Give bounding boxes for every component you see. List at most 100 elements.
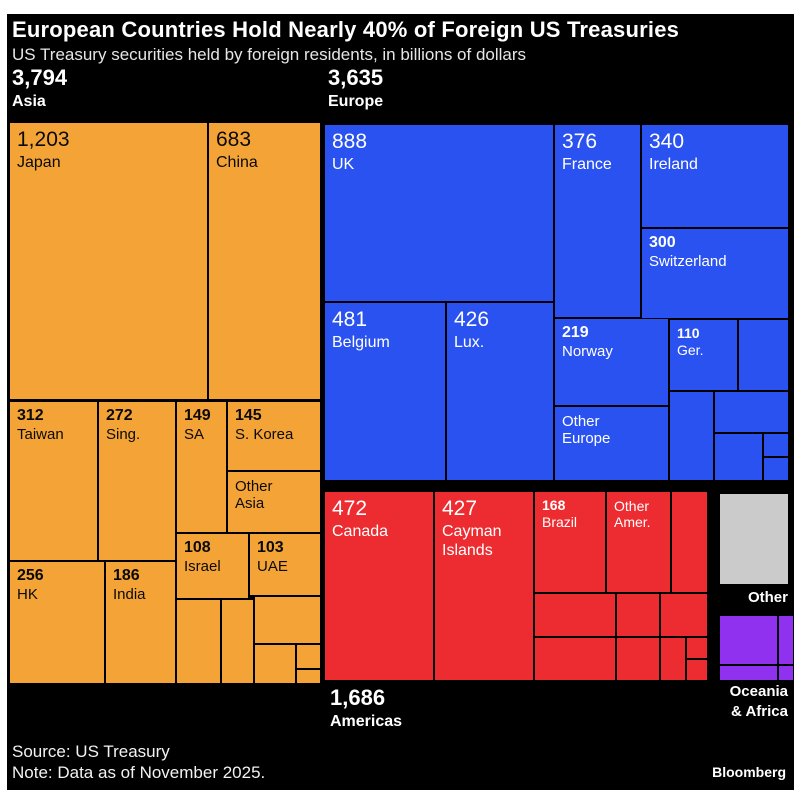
tile-europe-filler[interactable] — [715, 392, 788, 432]
tile-label: Taiwan — [17, 426, 64, 444]
tile-value: 103 — [257, 539, 284, 556]
tile-label: Norway — [562, 343, 613, 361]
tile-label: SA — [184, 426, 205, 444]
tile-americas-filler[interactable] — [687, 638, 707, 658]
tile-label: Switzerland — [649, 253, 727, 271]
tile-europe-filler[interactable] — [739, 320, 788, 390]
tile-oceania-filler[interactable] — [720, 616, 777, 664]
source-text: Source: US Treasury — [12, 742, 170, 761]
tile-asia-filler[interactable] — [297, 670, 320, 683]
bloomberg-logo: Bloomberg — [712, 764, 786, 780]
tile-europe-other-europe[interactable]: Other Europe — [555, 407, 668, 480]
tile-europe-switzerland[interactable]: 300 Switzerland — [642, 229, 788, 318]
note-text: Note: Data as of November 2025. — [12, 763, 266, 782]
tile-value: 376 — [562, 130, 598, 153]
tile-europe-filler[interactable] — [764, 434, 788, 456]
tile-asia-filler[interactable] — [255, 597, 320, 643]
tile-label: Other Europe — [562, 413, 611, 448]
tile-asia-filler[interactable] — [255, 645, 295, 683]
tile-asia-hk[interactable]: 256 HK — [10, 562, 104, 683]
tile-label: UK — [332, 156, 355, 174]
tile-americas-filler[interactable] — [617, 594, 659, 636]
tile-americas-canada[interactable]: 472 Canada — [325, 492, 433, 680]
tile-asia-sing[interactable]: 272 Sing. — [99, 402, 175, 560]
tile-americas-brazil[interactable]: 168 Brazil — [535, 492, 605, 592]
oceania-africa-group-label: Oceania & Africa — [729, 683, 788, 720]
tile-oceania-filler[interactable] — [779, 616, 793, 664]
tile-label: Other Amer. — [614, 498, 651, 531]
tile-europe-norway[interactable]: 219 Norway — [555, 319, 668, 405]
americas-name: Americas — [330, 713, 403, 731]
tile-europe-ireland[interactable]: 340 Ireland — [642, 125, 788, 227]
tile-other-filler[interactable] — [720, 494, 788, 584]
tile-label: Ireland — [649, 156, 698, 174]
tile-americas-filler[interactable] — [661, 594, 707, 636]
tile-asia-india[interactable]: 186 India — [106, 562, 175, 683]
chart-subtitle: US Treasury securities held by foreign r… — [12, 45, 527, 64]
tile-value: 186 — [113, 567, 140, 584]
tile-europe-filler[interactable] — [764, 458, 788, 480]
tile-value: 481 — [332, 308, 368, 331]
tile-label: Other Asia — [235, 478, 273, 513]
tile-americas-filler[interactable] — [672, 492, 707, 592]
tile-americas-filler[interactable] — [661, 638, 685, 680]
tile-value: 168 — [542, 497, 566, 513]
tile-value: 683 — [216, 128, 252, 151]
americas-group-label: 1,686 Americas — [330, 686, 402, 731]
tile-value: 1,203 — [17, 128, 70, 151]
tile-asia-other-asia[interactable]: Other Asia — [228, 472, 320, 532]
tile-americas-filler[interactable] — [617, 638, 659, 680]
tile-americas-filler[interactable] — [535, 638, 615, 680]
tile-label: France — [562, 156, 612, 174]
europe-total: 3,635 — [328, 65, 384, 90]
tile-asia-china[interactable]: 683 China — [209, 123, 320, 399]
tile-value: 108 — [184, 539, 211, 556]
tile-americas-filler[interactable] — [535, 594, 615, 636]
tile-label: Belgium — [332, 334, 390, 352]
tile-label: Cayman Islands — [442, 523, 502, 559]
tile-europe-uk[interactable]: 888 UK — [325, 125, 553, 301]
tile-europe-filler[interactable] — [670, 392, 713, 480]
tile-asia-filler[interactable] — [222, 600, 253, 683]
chart-title: European Countries Hold Nearly 40% of Fo… — [12, 17, 680, 42]
tile-asia-israel[interactable]: 108 Israel — [177, 534, 248, 598]
tile-americas-other-amer[interactable]: Other Amer. — [607, 492, 670, 592]
tile-value: 340 — [649, 130, 685, 153]
tile-americas-cayman-islands[interactable]: 427 Cayman Islands — [435, 492, 533, 680]
tile-label: HK — [17, 586, 38, 604]
tile-asia-sa[interactable]: 149 SA — [177, 402, 226, 532]
tile-europe-filler[interactable] — [715, 434, 762, 480]
tile-americas-filler[interactable] — [687, 660, 707, 680]
tile-label: Brazil — [542, 514, 578, 531]
tile-value: 219 — [562, 324, 589, 341]
asia-total: 3,794 — [12, 65, 68, 90]
tile-asia-uae[interactable]: 103 UAE — [250, 534, 320, 595]
tile-europe-france[interactable]: 376 France — [555, 125, 640, 317]
tile-label: Japan — [17, 154, 61, 172]
asia-name: Asia — [12, 93, 46, 111]
tile-asia-japan[interactable]: 1,203 Japan — [10, 123, 207, 399]
tile-value: 312 — [17, 407, 44, 424]
tile-label: Lux. — [454, 334, 485, 352]
tile-value: 149 — [184, 407, 211, 424]
tile-label: S. Korea — [235, 426, 294, 444]
tile-asia-taiwan[interactable]: 312 Taiwan — [10, 402, 97, 560]
tile-value: 300 — [649, 234, 676, 251]
other-group-label: Other — [747, 589, 788, 606]
tile-label: UAE — [257, 558, 288, 576]
tile-label: Canada — [332, 523, 389, 541]
tile-europe-ger[interactable]: 110 Ger. — [670, 320, 737, 390]
tile-label: China — [216, 154, 258, 172]
tile-asia-filler[interactable] — [177, 600, 220, 683]
tile-oceania-filler[interactable] — [720, 666, 777, 680]
tile-oceania-filler[interactable] — [779, 666, 793, 680]
tile-value: 145 — [235, 407, 262, 424]
americas-total: 1,686 — [330, 685, 386, 710]
tile-europe-belgium[interactable]: 481 Belgium — [325, 303, 445, 480]
tile-europe-lux[interactable]: 426 Lux. — [447, 303, 553, 480]
tile-asia-s-korea[interactable]: 145 S. Korea — [228, 402, 320, 470]
tile-asia-filler[interactable] — [297, 645, 320, 668]
europe-name: Europe — [328, 93, 384, 111]
europe-group-label: 3,635 Europe — [328, 66, 383, 111]
